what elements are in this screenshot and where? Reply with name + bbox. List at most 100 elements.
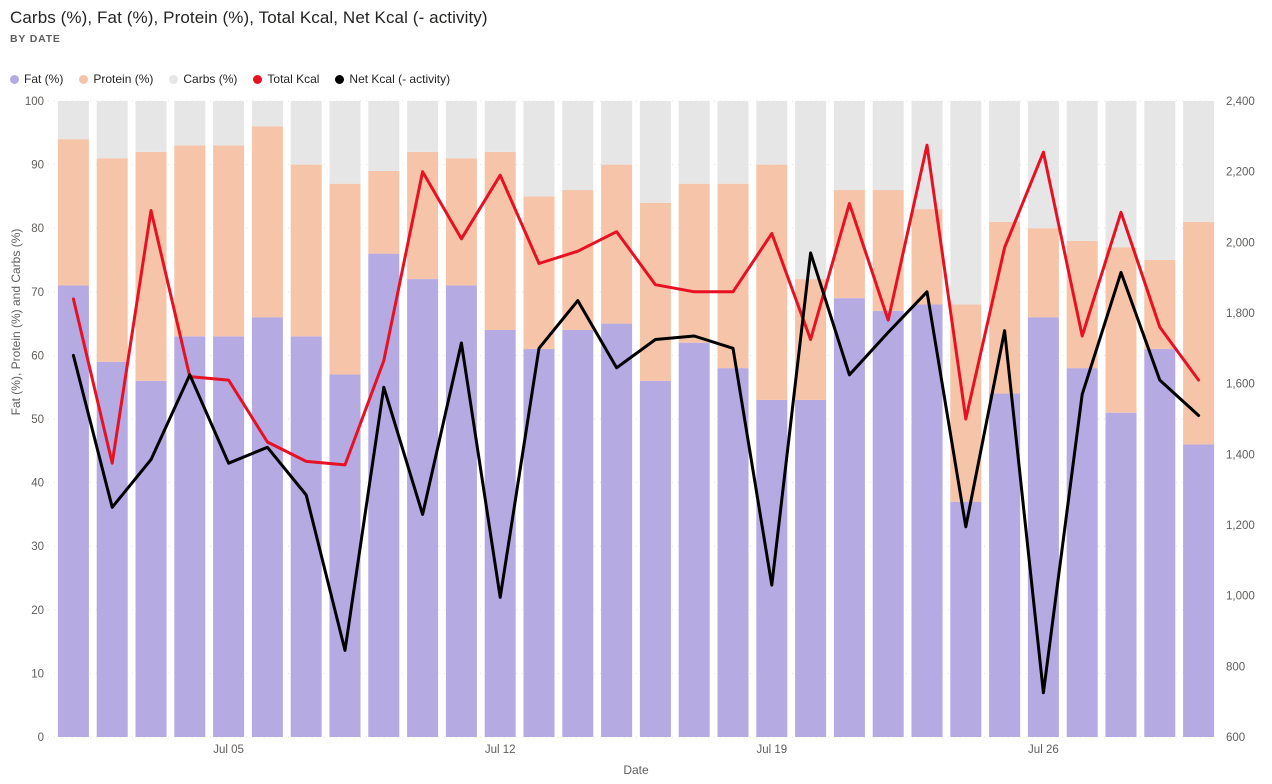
- protein-series-dot-icon: [79, 74, 89, 84]
- bar-segment-carbs[interactable]: [135, 101, 167, 152]
- bar-segment-fat[interactable]: [795, 399, 827, 737]
- bar-segment-protein[interactable]: [213, 145, 245, 337]
- bar-segment-fat[interactable]: [1066, 368, 1098, 737]
- svg-text:30: 30: [31, 541, 44, 553]
- bar-segment-carbs[interactable]: [290, 101, 322, 165]
- bar-segment-protein[interactable]: [174, 145, 206, 337]
- legend-label: Total Kcal: [267, 72, 320, 86]
- svg-text:20: 20: [31, 605, 44, 617]
- chart-title: Carbs (%), Fat (%), Protein (%), Total K…: [10, 8, 488, 27]
- bar-segment-carbs[interactable]: [717, 101, 749, 184]
- legend-label: Protein (%): [93, 72, 154, 86]
- bar-segment-fat[interactable]: [523, 349, 555, 737]
- chart-header: Carbs (%), Fat (%), Protein (%), Total K…: [10, 8, 488, 45]
- legend-item-protein[interactable]: Protein (%): [79, 72, 153, 86]
- svg-text:80: 80: [31, 223, 44, 235]
- bar-segment-fat[interactable]: [872, 310, 904, 737]
- bar-segment-protein[interactable]: [135, 151, 167, 381]
- bar-segment-fat[interactable]: [445, 285, 477, 737]
- bar-segment-carbs[interactable]: [1105, 101, 1137, 248]
- bar-segment-carbs[interactable]: [833, 101, 865, 191]
- svg-text:2,200: 2,200: [1226, 167, 1255, 179]
- bar-segment-protein[interactable]: [639, 202, 671, 381]
- bar-segment-carbs[interactable]: [445, 101, 477, 159]
- left-axis-title: Fat (%), Protein (%) and Carbs (%): [9, 229, 23, 416]
- bar-segment-carbs[interactable]: [795, 101, 827, 280]
- bar-segment-carbs[interactable]: [213, 101, 245, 146]
- bar-segment-protein[interactable]: [1027, 228, 1059, 318]
- svg-text:1,000: 1,000: [1226, 591, 1255, 603]
- bar-segment-protein[interactable]: [1183, 221, 1215, 445]
- bar-segment-fat[interactable]: [57, 285, 89, 737]
- bar-segment-protein[interactable]: [872, 190, 904, 311]
- bar-segment-carbs[interactable]: [329, 101, 361, 184]
- bar-segment-carbs[interactable]: [484, 101, 516, 152]
- bar-segment-carbs[interactable]: [989, 101, 1021, 222]
- combo-chart-plot-area[interactable]: 0 10 20 30 40 50 60 70 80 90 100 600 800 1,000 1,200 1,…: [0, 92, 1272, 784]
- bar-segment-carbs[interactable]: [872, 101, 904, 191]
- chart-legend: Fat (%) Protein (%) Carbs (%) Total Kcal…: [10, 72, 450, 86]
- bar-segment-carbs[interactable]: [57, 101, 89, 140]
- bar-segment-carbs[interactable]: [407, 101, 439, 152]
- bar-segment-protein[interactable]: [562, 190, 594, 330]
- bar-segment-carbs[interactable]: [96, 101, 128, 159]
- carbs-series-dot-icon: [169, 74, 179, 84]
- bar-segment-protein[interactable]: [57, 139, 89, 286]
- bar-segment-protein[interactable]: [96, 158, 128, 362]
- bar-segment-carbs[interactable]: [756, 101, 788, 165]
- bar-segment-fat[interactable]: [213, 336, 245, 737]
- legend-label: Fat (%): [24, 72, 64, 86]
- svg-text:800: 800: [1226, 661, 1245, 673]
- bar-segment-carbs[interactable]: [1144, 101, 1176, 260]
- bar-segment-protein[interactable]: [484, 151, 516, 330]
- bar-segment-fat[interactable]: [1144, 349, 1176, 737]
- bar-segment-fat[interactable]: [562, 329, 594, 737]
- bar-segment-fat[interactable]: [950, 501, 982, 737]
- svg-text:2,000: 2,000: [1226, 237, 1255, 249]
- total-kcal-series-dot-icon: [253, 74, 263, 84]
- bar-segment-carbs[interactable]: [523, 101, 555, 197]
- bar-segment-protein[interactable]: [756, 164, 788, 400]
- bar-segment-fat[interactable]: [1105, 412, 1137, 737]
- total-kcal-line[interactable]: [71, 143, 1201, 467]
- legend-item-total-kcal[interactable]: Total Kcal: [253, 72, 319, 86]
- bar-segment-carbs[interactable]: [639, 101, 671, 203]
- bar-segment-protein[interactable]: [329, 183, 361, 375]
- svg-text:Jul 19: Jul 19: [756, 744, 787, 756]
- bar-segment-carbs[interactable]: [562, 101, 594, 191]
- bar-segment-carbs[interactable]: [251, 101, 283, 127]
- bar-segment-fat[interactable]: [1027, 317, 1059, 737]
- bar-segment-fat[interactable]: [911, 304, 943, 737]
- bar-segment-carbs[interactable]: [950, 101, 982, 305]
- bar-segment-carbs[interactable]: [678, 101, 710, 184]
- bar-segment-fat[interactable]: [989, 393, 1021, 737]
- bar-segment-protein[interactable]: [290, 164, 322, 337]
- legend-item-net-kcal[interactable]: Net Kcal (- activity): [335, 72, 450, 86]
- bar-segment-carbs[interactable]: [601, 101, 633, 165]
- svg-text:Jul 12: Jul 12: [485, 744, 516, 756]
- bar-segment-fat[interactable]: [601, 323, 633, 737]
- legend-item-carbs[interactable]: Carbs (%): [169, 72, 237, 86]
- bar-segment-protein[interactable]: [1144, 260, 1176, 350]
- bar-segment-fat[interactable]: [1183, 444, 1215, 737]
- bar-segment-fat[interactable]: [251, 317, 283, 737]
- bar-segment-protein[interactable]: [251, 126, 283, 318]
- svg-text:60: 60: [31, 350, 44, 362]
- legend-label: Net Kcal (- activity): [349, 72, 451, 86]
- bar-segment-carbs[interactable]: [1066, 101, 1098, 241]
- bar-segment-carbs[interactable]: [174, 101, 206, 146]
- bar-segment-protein[interactable]: [523, 196, 555, 350]
- bar-segment-fat[interactable]: [678, 342, 710, 737]
- bar-segment-fat[interactable]: [329, 374, 361, 737]
- bar-segment-protein[interactable]: [368, 170, 400, 254]
- bar-segment-protein[interactable]: [678, 183, 710, 343]
- legend-item-fat[interactable]: Fat (%): [10, 72, 63, 86]
- bar-segment-carbs[interactable]: [1183, 101, 1215, 222]
- bar-segment-fat[interactable]: [756, 399, 788, 737]
- net-kcal-line[interactable]: [71, 251, 1201, 695]
- bar-segment-fat[interactable]: [174, 336, 206, 737]
- bar-segment-fat[interactable]: [639, 380, 671, 737]
- bar-segment-fat[interactable]: [717, 368, 749, 737]
- bar-segment-carbs[interactable]: [368, 101, 400, 171]
- bar-segment-fat[interactable]: [368, 253, 400, 737]
